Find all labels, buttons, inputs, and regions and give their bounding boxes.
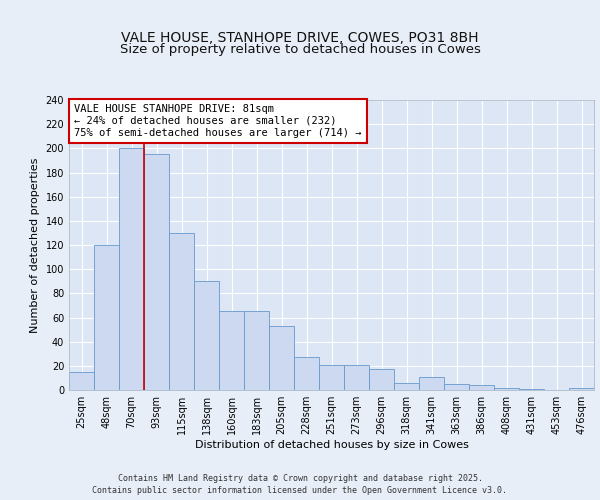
Bar bbox=[519, 389, 544, 390]
Text: VALE HOUSE STANHOPE DRIVE: 81sqm
← 24% of detached houses are smaller (232)
75% : VALE HOUSE STANHOPE DRIVE: 81sqm ← 24% o… bbox=[74, 104, 362, 138]
Bar bbox=[319, 364, 344, 390]
Bar bbox=[369, 370, 394, 390]
Bar bbox=[494, 388, 519, 390]
Bar bbox=[69, 372, 94, 390]
Bar bbox=[144, 154, 169, 390]
Y-axis label: Number of detached properties: Number of detached properties bbox=[30, 158, 40, 332]
Bar bbox=[444, 384, 469, 390]
Bar bbox=[119, 148, 144, 390]
Text: Contains HM Land Registry data © Crown copyright and database right 2025.
Contai: Contains HM Land Registry data © Crown c… bbox=[92, 474, 508, 495]
Bar bbox=[344, 364, 369, 390]
Text: Size of property relative to detached houses in Cowes: Size of property relative to detached ho… bbox=[119, 44, 481, 57]
Bar bbox=[244, 312, 269, 390]
Text: VALE HOUSE, STANHOPE DRIVE, COWES, PO31 8BH: VALE HOUSE, STANHOPE DRIVE, COWES, PO31 … bbox=[121, 30, 479, 44]
X-axis label: Distribution of detached houses by size in Cowes: Distribution of detached houses by size … bbox=[194, 440, 469, 450]
Bar bbox=[94, 245, 119, 390]
Bar bbox=[219, 312, 244, 390]
Bar bbox=[269, 326, 294, 390]
Bar bbox=[394, 383, 419, 390]
Bar bbox=[419, 376, 444, 390]
Bar bbox=[169, 233, 194, 390]
Bar bbox=[569, 388, 594, 390]
Bar bbox=[294, 358, 319, 390]
Bar bbox=[194, 281, 219, 390]
Bar bbox=[469, 385, 494, 390]
